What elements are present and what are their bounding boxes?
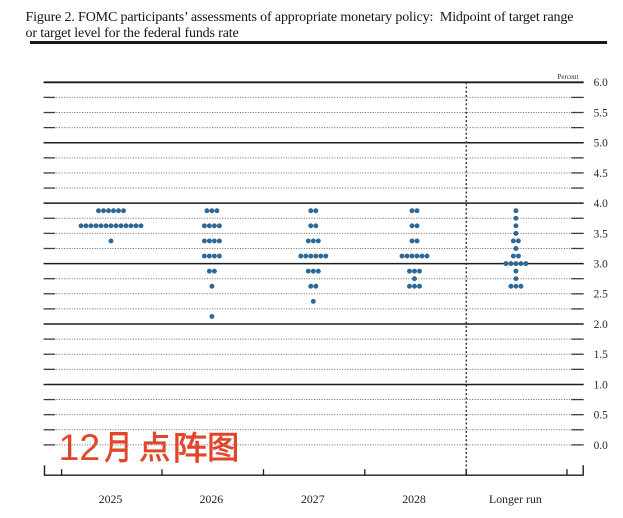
svg-text:2.0: 2.0 [594,319,608,331]
svg-text:2.5: 2.5 [594,289,608,301]
svg-text:Percent: Percent [558,73,579,81]
svg-text:2026: 2026 [200,492,224,506]
svg-text:0.5: 0.5 [594,410,608,422]
svg-text:2028: 2028 [402,492,426,506]
svg-text:3.0: 3.0 [594,258,608,270]
svg-text:1.0: 1.0 [594,379,608,391]
svg-text:6.0: 6.0 [594,77,608,89]
svg-text:4.5: 4.5 [594,168,608,180]
svg-text:2027: 2027 [301,492,325,506]
svg-text:3.5: 3.5 [594,228,608,240]
svg-text:2025: 2025 [99,492,123,506]
svg-text:Longer run: Longer run [489,492,542,506]
svg-text:5.0: 5.0 [594,138,608,150]
svg-text:1.5: 1.5 [594,349,608,361]
svg-text:5.5: 5.5 [594,107,608,119]
svg-text:4.0: 4.0 [594,198,608,210]
svg-text:0.0: 0.0 [594,440,608,452]
